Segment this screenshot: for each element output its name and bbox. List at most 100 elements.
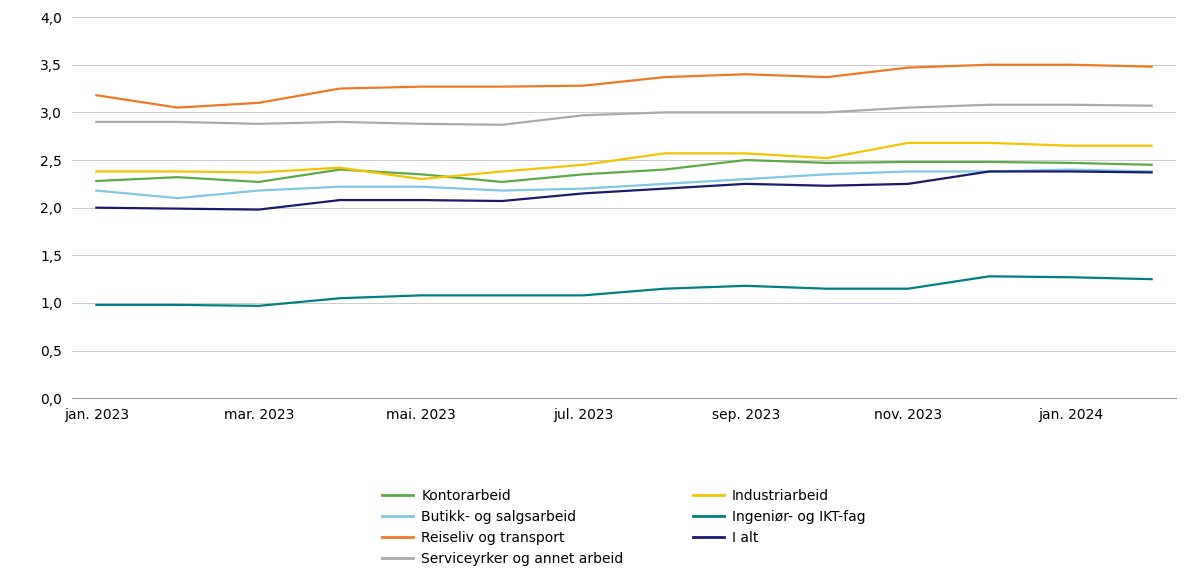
Serviceyrker og annet arbeid — [170, 118, 185, 125]
Kontorarbeid — [170, 174, 185, 180]
Serviceyrker og annet arbeid — [332, 118, 347, 125]
Butikk- og salgsarbeid — [982, 168, 996, 175]
Industriarbeid — [820, 155, 834, 162]
Ingeniør- og IKT-fag — [170, 302, 185, 308]
Reiseliv og transport — [658, 74, 672, 81]
I alt — [982, 168, 996, 175]
Industriarbeid — [658, 150, 672, 157]
Ingeniør- og IKT-fag — [820, 285, 834, 292]
Line: I alt: I alt — [96, 171, 1152, 209]
I alt — [820, 182, 834, 189]
Kontorarbeid — [89, 178, 103, 184]
Industriarbeid — [496, 168, 510, 175]
Kontorarbeid — [1145, 162, 1159, 168]
Ingeniør- og IKT-fag — [332, 295, 347, 302]
Industriarbeid — [901, 139, 916, 146]
Industriarbeid — [738, 150, 752, 157]
I alt — [576, 190, 590, 197]
Ingeniør- og IKT-fag — [738, 282, 752, 289]
Reiseliv og transport — [901, 64, 916, 71]
Line: Ingeniør- og IKT-fag: Ingeniør- og IKT-fag — [96, 277, 1152, 306]
Reiseliv og transport — [1063, 61, 1078, 68]
Kontorarbeid — [576, 171, 590, 178]
Industriarbeid — [332, 164, 347, 171]
Kontorarbeid — [738, 156, 752, 163]
I alt — [1145, 169, 1159, 176]
Butikk- og salgsarbeid — [1063, 166, 1078, 173]
Line: Reiseliv og transport: Reiseliv og transport — [96, 65, 1152, 108]
Serviceyrker og annet arbeid — [738, 109, 752, 116]
Ingeniør- og IKT-fag — [658, 285, 672, 292]
Industriarbeid — [414, 176, 428, 183]
Serviceyrker og annet arbeid — [658, 109, 672, 116]
Industriarbeid — [252, 169, 266, 176]
Ingeniør- og IKT-fag — [982, 273, 996, 280]
Kontorarbeid — [820, 159, 834, 166]
Line: Serviceyrker og annet arbeid: Serviceyrker og annet arbeid — [96, 105, 1152, 125]
Reiseliv og transport — [982, 61, 996, 68]
Serviceyrker og annet arbeid — [982, 101, 996, 108]
Reiseliv og transport — [332, 85, 347, 92]
Industriarbeid — [982, 139, 996, 146]
Butikk- og salgsarbeid — [820, 171, 834, 178]
Reiseliv og transport — [252, 100, 266, 106]
Line: Butikk- og salgsarbeid: Butikk- og salgsarbeid — [96, 170, 1152, 198]
Serviceyrker og annet arbeid — [252, 121, 266, 127]
Reiseliv og transport — [89, 92, 103, 98]
Line: Kontorarbeid: Kontorarbeid — [96, 160, 1152, 182]
Industriarbeid — [576, 162, 590, 168]
Ingeniør- og IKT-fag — [496, 292, 510, 299]
Ingeniør- og IKT-fag — [1063, 274, 1078, 281]
I alt — [901, 180, 916, 187]
Serviceyrker og annet arbeid — [1063, 101, 1078, 108]
Reiseliv og transport — [576, 83, 590, 89]
Line: Industriarbeid: Industriarbeid — [96, 143, 1152, 179]
I alt — [1063, 168, 1078, 175]
I alt — [496, 197, 510, 204]
I alt — [89, 204, 103, 211]
Butikk- og salgsarbeid — [414, 183, 428, 190]
Serviceyrker og annet arbeid — [1145, 102, 1159, 109]
Serviceyrker og annet arbeid — [89, 118, 103, 125]
Industriarbeid — [1145, 142, 1159, 149]
I alt — [252, 206, 266, 213]
Reiseliv og transport — [738, 71, 752, 78]
I alt — [738, 180, 752, 187]
Industriarbeid — [170, 168, 185, 175]
Serviceyrker og annet arbeid — [901, 104, 916, 111]
Butikk- og salgsarbeid — [658, 180, 672, 187]
Serviceyrker og annet arbeid — [414, 121, 428, 127]
Kontorarbeid — [1063, 159, 1078, 166]
Kontorarbeid — [496, 179, 510, 185]
Ingeniør- og IKT-fag — [89, 302, 103, 308]
Reiseliv og transport — [1145, 63, 1159, 70]
Ingeniør- og IKT-fag — [414, 292, 428, 299]
Ingeniør- og IKT-fag — [576, 292, 590, 299]
Ingeniør- og IKT-fag — [1145, 276, 1159, 283]
Kontorarbeid — [252, 179, 266, 185]
Industriarbeid — [1063, 142, 1078, 149]
Reiseliv og transport — [496, 83, 510, 90]
Butikk- og salgsarbeid — [576, 185, 590, 192]
I alt — [414, 197, 428, 204]
Butikk- og salgsarbeid — [332, 183, 347, 190]
Butikk- og salgsarbeid — [496, 187, 510, 194]
I alt — [658, 185, 672, 192]
Butikk- og salgsarbeid — [738, 176, 752, 183]
Legend: Kontorarbeid, Butikk- og salgsarbeid, Reiseliv og transport, Serviceyrker og ann: Kontorarbeid, Butikk- og salgsarbeid, Re… — [383, 489, 865, 566]
Kontorarbeid — [901, 159, 916, 166]
Reiseliv og transport — [414, 83, 428, 90]
Butikk- og salgsarbeid — [1145, 168, 1159, 175]
Kontorarbeid — [658, 166, 672, 173]
Reiseliv og transport — [170, 104, 185, 111]
Butikk- og salgsarbeid — [170, 195, 185, 201]
Butikk- og salgsarbeid — [89, 187, 103, 194]
Butikk- og salgsarbeid — [901, 168, 916, 175]
Ingeniør- og IKT-fag — [252, 303, 266, 310]
Serviceyrker og annet arbeid — [576, 112, 590, 119]
Butikk- og salgsarbeid — [252, 187, 266, 194]
Kontorarbeid — [414, 171, 428, 178]
Industriarbeid — [89, 168, 103, 175]
Kontorarbeid — [332, 166, 347, 173]
Ingeniør- og IKT-fag — [901, 285, 916, 292]
